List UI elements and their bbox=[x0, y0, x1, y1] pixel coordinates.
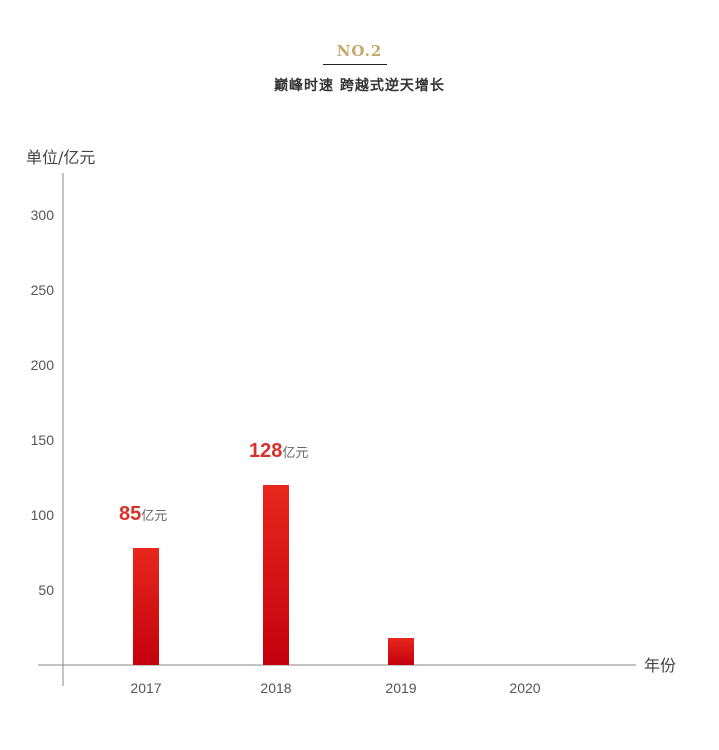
data-label: 128亿元 bbox=[249, 440, 308, 462]
section-subtitle: 巅峰时速 跨越式逆天增长 bbox=[274, 78, 445, 94]
y-axis-label: 单位/亿元 bbox=[26, 148, 95, 167]
x-tick-label: 2020 bbox=[509, 680, 540, 696]
data-label: 85亿元 bbox=[119, 503, 167, 525]
section-badge: NO.2 bbox=[336, 42, 383, 60]
data-label-value: 85 bbox=[119, 503, 141, 525]
bar-2019 bbox=[388, 638, 414, 665]
data-label-unit: 亿元 bbox=[282, 446, 308, 461]
bar-2017 bbox=[133, 548, 159, 665]
y-tick-label: 100 bbox=[31, 507, 55, 523]
data-label-value: 128 bbox=[249, 440, 282, 462]
badge-underline bbox=[323, 64, 387, 65]
x-tick-label: 2019 bbox=[385, 680, 416, 696]
y-tick-label: 200 bbox=[31, 357, 55, 373]
y-tick-label: 300 bbox=[31, 207, 55, 223]
data-label-unit: 亿元 bbox=[141, 509, 167, 524]
x-tick-label: 2017 bbox=[130, 680, 161, 696]
x-tick-label: 2018 bbox=[260, 680, 291, 696]
y-tick-label: 150 bbox=[31, 432, 55, 448]
x-axis-label: 年份 bbox=[644, 656, 676, 675]
y-tick-label: 50 bbox=[38, 582, 54, 598]
bar-2018 bbox=[263, 485, 289, 665]
y-tick-label: 250 bbox=[31, 282, 55, 298]
